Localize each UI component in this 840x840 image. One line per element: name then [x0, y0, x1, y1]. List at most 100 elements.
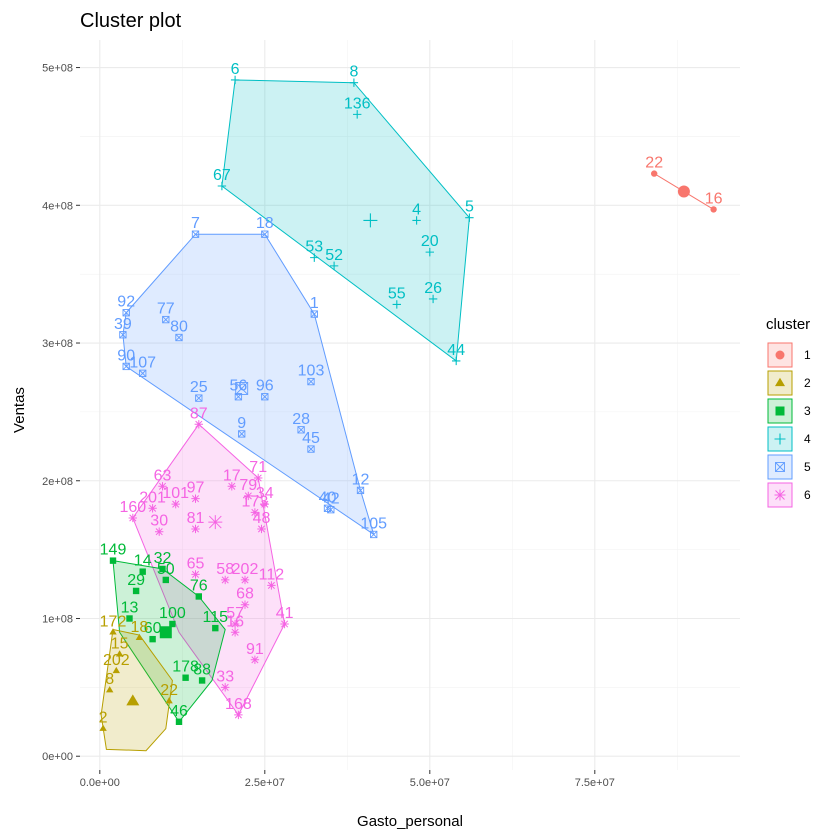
data-point [240, 600, 250, 609]
legend-label: 2 [804, 376, 811, 390]
data-point [651, 170, 658, 177]
data-point [238, 430, 246, 438]
y-tick-label: 2e+08 [42, 476, 73, 488]
legend-label: 5 [804, 460, 811, 474]
cluster-hull-3 [112, 560, 226, 723]
gridlines [80, 40, 740, 770]
data-point [221, 683, 230, 692]
x-axis-title: Gasto_personal [357, 813, 463, 830]
cluster-points [99, 75, 717, 731]
legend-marker [775, 406, 785, 416]
cluster-center-4 [363, 213, 378, 228]
data-point [234, 710, 243, 720]
data-point [230, 628, 240, 637]
data-point [198, 677, 206, 684]
data-point [191, 570, 200, 579]
point-label: 2 [99, 710, 108, 727]
data-point [112, 666, 120, 674]
data-point [370, 530, 378, 539]
cluster-hull-4 [221, 79, 470, 362]
point-label: 1 [310, 295, 319, 312]
legend-key-1: 1 [767, 342, 811, 368]
point-label: 34 [256, 485, 274, 502]
point-label: 80 [170, 319, 188, 336]
point-label: 96 [256, 378, 274, 395]
x-tick-label: 5.0e+07 [410, 777, 450, 789]
legend: cluster 1 2 3 4 5 6 [766, 316, 811, 508]
legend-key-5: 5 [767, 454, 811, 480]
point-label: 92 [117, 294, 135, 311]
cluster-center-5 [235, 382, 249, 395]
data-point [428, 294, 438, 304]
y-axis-title: Ventas [11, 387, 28, 433]
data-point [244, 491, 253, 501]
data-point [307, 445, 315, 453]
data-point [227, 482, 236, 491]
point-label: 33 [216, 668, 234, 685]
point-label: 76 [190, 577, 208, 594]
data-point [148, 504, 157, 513]
point-label: 173 [242, 493, 269, 510]
data-point [126, 615, 133, 622]
legend-key-2: 2 [767, 370, 811, 396]
point-label: 16 [705, 190, 723, 207]
legend-label: 6 [804, 488, 811, 502]
legend-marker [775, 462, 785, 472]
data-point [158, 482, 167, 491]
data-point [250, 655, 260, 665]
point-label: 67 [213, 167, 231, 184]
data-point [257, 524, 266, 534]
point-label: 52 [325, 247, 343, 264]
data-point [175, 718, 183, 725]
data-point [128, 513, 137, 523]
point-label: 79 [239, 477, 257, 494]
point-label: 26 [424, 280, 442, 297]
point-label: 41 [276, 605, 294, 622]
point-label: 172 [100, 613, 127, 630]
data-point [310, 253, 319, 262]
point-label: 28 [292, 411, 310, 428]
point-label: 48 [253, 510, 271, 527]
point-label: 20 [421, 233, 439, 250]
data-point [165, 697, 173, 704]
data-point [191, 494, 200, 503]
data-point [159, 565, 166, 573]
data-point [135, 633, 144, 641]
data-point [195, 593, 202, 600]
x-tick-label: 2.5e+07 [245, 777, 285, 789]
data-point [109, 628, 117, 635]
data-point [425, 247, 434, 257]
point-label: 45 [302, 430, 320, 447]
legend-label: 1 [804, 348, 811, 362]
cluster-center-3 [159, 626, 172, 639]
data-point [119, 331, 127, 339]
point-label: 29 [127, 572, 145, 589]
point-label: 53 [305, 239, 323, 256]
data-point [194, 420, 203, 429]
point-label: 6 [231, 61, 240, 78]
data-point [217, 181, 227, 191]
point-label: 39 [114, 316, 132, 333]
point-label: 18 [256, 215, 274, 232]
data-point [412, 216, 421, 225]
y-tick-label: 4e+08 [42, 200, 73, 212]
point-label: 202 [232, 561, 259, 578]
cluster-center-2 [126, 694, 140, 706]
point-label: 90 [117, 347, 135, 364]
point-label: 87 [190, 405, 208, 422]
data-point [149, 635, 156, 643]
data-point [99, 724, 107, 731]
data-point [109, 557, 117, 564]
point-label: 100 [159, 605, 186, 622]
data-point [169, 620, 176, 628]
point-label: 58 [216, 561, 234, 578]
point-label: 103 [298, 363, 325, 380]
point-label: 8 [349, 64, 358, 81]
legend-label: 4 [804, 432, 811, 446]
point-label: 32 [154, 550, 172, 567]
point-label: 57 [226, 605, 244, 622]
y-tick-label: 3e+08 [42, 338, 73, 350]
point-label: 56 [230, 378, 248, 395]
